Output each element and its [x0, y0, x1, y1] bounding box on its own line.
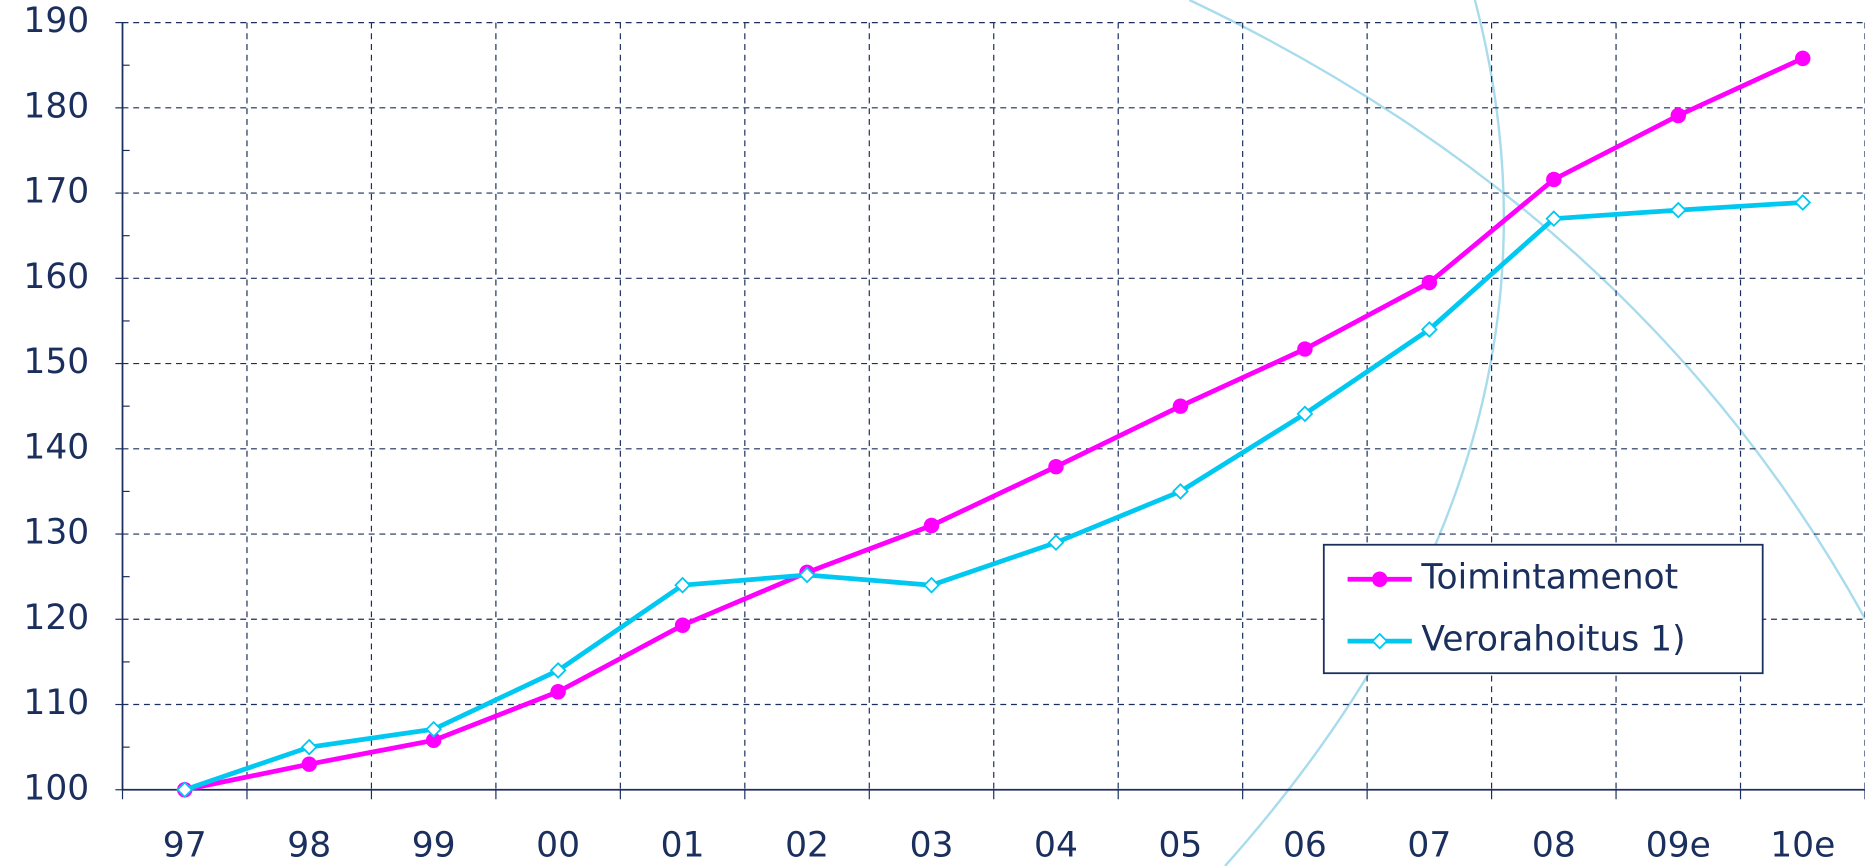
legend-marker [1371, 571, 1388, 587]
x-tick-label: 06 [1283, 825, 1327, 865]
x-tick-label: 99 [412, 825, 456, 865]
x-tick-label: 10e [1770, 825, 1835, 865]
point [549, 662, 567, 679]
point [301, 756, 317, 772]
point [1545, 210, 1563, 228]
x-tick-label: 02 [785, 825, 829, 865]
point [674, 576, 691, 594]
point [923, 517, 940, 534]
x-tick-label: 04 [1034, 825, 1078, 865]
point [300, 738, 318, 756]
legend-label: Verorahoitus 1) [1421, 620, 1685, 660]
x-tick-label: 00 [536, 825, 580, 865]
point [1669, 201, 1687, 219]
plot-root: 100 110 120 130 140 150 160 170 180 190 97 98 99 00 01… [23, 0, 1865, 866]
point [176, 781, 194, 799]
x-tick-label: 05 [1158, 825, 1202, 865]
legend-label: Toimintamenot [1420, 558, 1678, 598]
point [425, 732, 442, 749]
point [1421, 274, 1438, 291]
legend: Toimintamenot Verorahoitus 1) [1322, 543, 1764, 675]
x-tick-label: 07 [1407, 825, 1451, 865]
x-tick-label: 08 [1532, 825, 1576, 865]
y-tick-label: 130 [23, 513, 89, 553]
point [1172, 398, 1189, 414]
y-tick-label: 190 [23, 1, 89, 41]
point [1048, 458, 1064, 475]
x-tick-label: 98 [287, 825, 331, 865]
point [1172, 483, 1189, 500]
y-tick-label: 110 [23, 683, 89, 723]
point [1546, 171, 1562, 188]
point [1670, 107, 1687, 124]
point [1047, 534, 1065, 551]
legend-box [1322, 543, 1764, 675]
point [1795, 50, 1811, 67]
decor-arc [1224, 0, 1506, 866]
y-tick-label: 170 [23, 172, 89, 212]
x-tick-label: 09e [1646, 825, 1711, 865]
y-tick-label: 160 [23, 257, 89, 297]
point [923, 576, 940, 594]
legend-marker [1371, 632, 1389, 650]
y-tick-label: 180 [23, 86, 89, 126]
y-tick-label: 120 [23, 598, 89, 638]
x-tick-label: 97 [163, 825, 207, 865]
point [550, 684, 566, 700]
point [1297, 341, 1313, 357]
series-line [183, 200, 1803, 793]
x-tick-label: 01 [661, 825, 705, 865]
point [798, 566, 816, 584]
y-tick-label: 140 [23, 427, 89, 467]
x-tick-label: 03 [910, 825, 954, 865]
point [1794, 194, 1812, 211]
y-tick-label: 150 [23, 342, 89, 382]
point [1420, 321, 1438, 338]
point [425, 720, 443, 738]
series-line [184, 56, 1804, 793]
point [674, 617, 691, 633]
decor-arc [1188, 0, 1865, 620]
point [1296, 405, 1314, 423]
y-tick-label: 100 [23, 768, 89, 808]
